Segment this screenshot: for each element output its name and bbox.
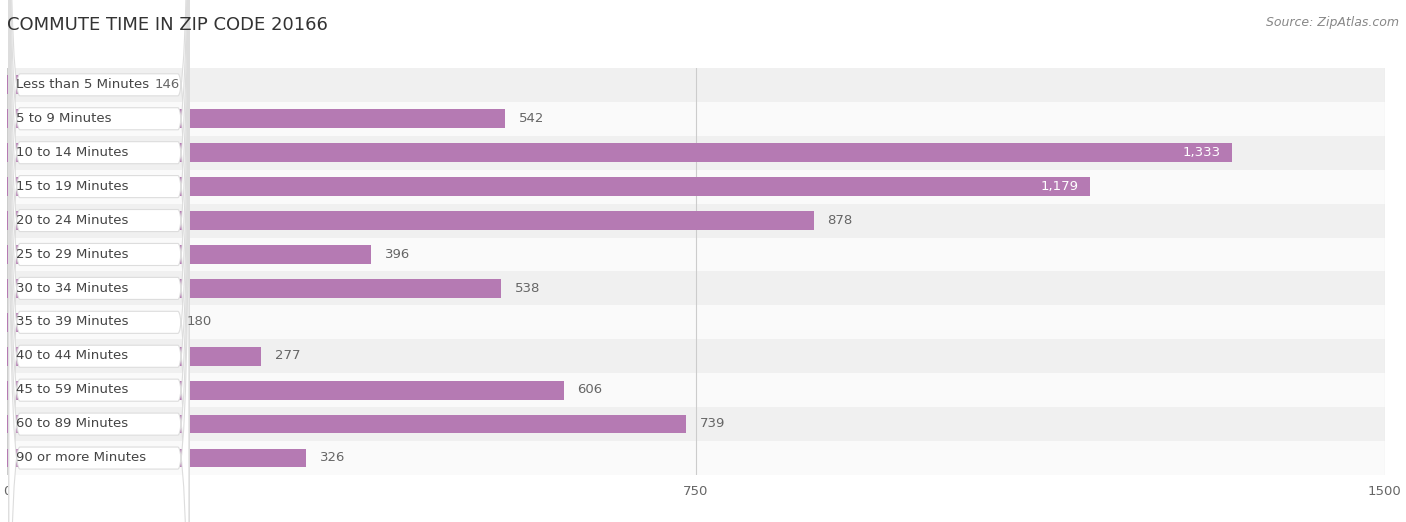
FancyBboxPatch shape: [8, 0, 188, 522]
FancyBboxPatch shape: [8, 0, 188, 522]
Bar: [7, 204, 1385, 238]
Text: 396: 396: [385, 247, 409, 260]
Text: 180: 180: [186, 315, 211, 328]
FancyBboxPatch shape: [8, 0, 188, 522]
Bar: [7, 170, 1385, 204]
Bar: [7, 110, 505, 128]
Bar: [7, 245, 371, 264]
FancyBboxPatch shape: [8, 62, 188, 522]
Text: 146: 146: [155, 78, 180, 91]
FancyBboxPatch shape: [8, 0, 188, 522]
Text: 606: 606: [578, 383, 603, 396]
Text: 35 to 39 Minutes: 35 to 39 Minutes: [17, 315, 129, 328]
FancyBboxPatch shape: [8, 0, 188, 515]
Text: 10 to 14 Minutes: 10 to 14 Minutes: [17, 146, 128, 159]
Text: 1,333: 1,333: [1182, 146, 1220, 159]
Text: 1,179: 1,179: [1040, 180, 1078, 193]
Text: 326: 326: [321, 451, 346, 464]
Bar: [7, 102, 1385, 136]
FancyBboxPatch shape: [8, 0, 188, 522]
Bar: [7, 381, 564, 399]
Bar: [7, 339, 1385, 373]
FancyBboxPatch shape: [8, 0, 188, 522]
Bar: [7, 441, 1385, 475]
FancyBboxPatch shape: [8, 0, 188, 522]
Bar: [7, 305, 1385, 339]
Text: Less than 5 Minutes: Less than 5 Minutes: [17, 78, 149, 91]
Text: 25 to 29 Minutes: 25 to 29 Minutes: [17, 247, 129, 260]
Text: 90 or more Minutes: 90 or more Minutes: [17, 451, 146, 464]
Bar: [7, 211, 814, 230]
Bar: [7, 415, 686, 433]
Bar: [7, 238, 1385, 271]
Bar: [7, 347, 262, 365]
Text: Source: ZipAtlas.com: Source: ZipAtlas.com: [1265, 16, 1399, 29]
Bar: [7, 313, 173, 331]
Text: 5 to 9 Minutes: 5 to 9 Minutes: [17, 112, 111, 125]
Text: 538: 538: [515, 281, 540, 294]
Text: 40 to 44 Minutes: 40 to 44 Minutes: [17, 349, 128, 362]
Bar: [7, 68, 1385, 102]
Bar: [7, 407, 1385, 441]
FancyBboxPatch shape: [8, 0, 188, 522]
Bar: [7, 271, 1385, 305]
Text: 15 to 19 Minutes: 15 to 19 Minutes: [17, 180, 129, 193]
Bar: [7, 177, 1090, 196]
Text: 45 to 59 Minutes: 45 to 59 Minutes: [17, 383, 128, 396]
Text: 20 to 24 Minutes: 20 to 24 Minutes: [17, 213, 128, 227]
Text: 878: 878: [827, 213, 852, 227]
FancyBboxPatch shape: [8, 0, 188, 481]
Bar: [7, 279, 501, 298]
Text: COMMUTE TIME IN ZIP CODE 20166: COMMUTE TIME IN ZIP CODE 20166: [7, 16, 328, 33]
FancyBboxPatch shape: [8, 28, 188, 522]
Bar: [7, 373, 1385, 407]
Text: 30 to 34 Minutes: 30 to 34 Minutes: [17, 281, 128, 294]
Text: 739: 739: [700, 417, 725, 430]
Bar: [7, 144, 1232, 162]
Text: 542: 542: [519, 112, 544, 125]
Bar: [7, 449, 307, 467]
Bar: [7, 136, 1385, 170]
Bar: [7, 76, 141, 94]
Text: 277: 277: [276, 349, 301, 362]
Text: 60 to 89 Minutes: 60 to 89 Minutes: [17, 417, 128, 430]
